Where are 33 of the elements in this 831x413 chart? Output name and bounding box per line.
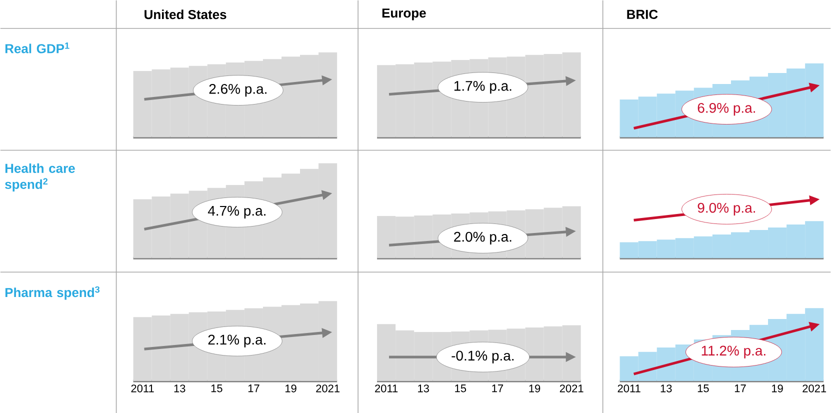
x-tick-label: 2021 [802,384,826,392]
annotation: 1.7% p.a. [454,80,512,94]
x-tick-label: 19 [772,384,783,392]
x-tick-label: 17 [492,384,504,392]
x-tick-label: 15 [698,384,709,392]
x-tick-label: 13 [660,384,672,392]
annotation: 2.6% p.a. [209,84,266,96]
x-tick-label: 19 [285,384,296,392]
x-tick-label: 15 [455,384,466,392]
annotation: 4.7% p.a. [208,206,266,218]
annotation: 6.9% p.a. [698,102,755,116]
annotation: 2.1% p.a. [208,334,266,348]
chart-title: United States [144,9,226,19]
y-axis-title: Pharma spend$^{3}$ [5,286,100,300]
annotation: 2.0% p.a. [454,232,512,244]
x-tick-label: 2021 [560,384,584,392]
x-tick-label: 13 [174,384,186,392]
y-axis-title: Real GDP$^{1}$ [5,42,70,54]
x-tick-label: 15 [211,384,222,392]
annotation: 11.2% p.a. [702,346,766,358]
x-tick-label: 17 [734,384,746,392]
x-tick-label: 2011 [131,384,154,392]
chart-title: BRIC [627,10,658,19]
x-tick-label: 2011 [618,384,640,392]
y-axis-title: Health care spend$^{2}$ [5,163,75,192]
chart-title: Europe [382,8,426,20]
x-tick-label: 19 [529,384,540,392]
annotation: -0.1% p.a. [452,350,514,364]
text: 9.0% p.a. [698,202,755,216]
x-tick-label: 2011 [375,384,398,392]
x-tick-label: 2021 [316,384,340,392]
x-tick-label: 13 [418,384,429,392]
x-tick-label: 17 [248,384,260,392]
